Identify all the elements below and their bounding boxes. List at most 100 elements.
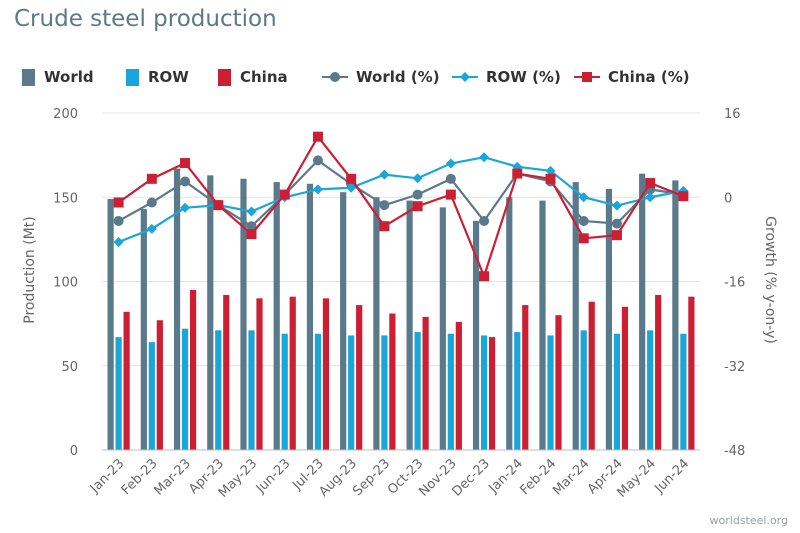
bar-world-may-23 [240, 178, 247, 450]
y2-tick-label: -32 [724, 360, 745, 375]
x-tick-label: Dec-23 [449, 456, 492, 499]
bar-china-dec-23 [488, 337, 496, 450]
y2-tick-label: -16 [724, 276, 745, 291]
bar-china-apr-23 [223, 294, 230, 450]
bar-row-aug-23 [348, 335, 355, 450]
legend-label: China [240, 68, 288, 86]
bar-china-mar-23 [189, 289, 197, 450]
legend-label: World [44, 68, 94, 86]
series-row [113, 152, 689, 248]
y-tick-label: 50 [61, 360, 78, 375]
bar-china-jan-24 [522, 305, 529, 450]
bar-world-aug-23 [340, 192, 347, 450]
y-tick-label: 100 [53, 276, 78, 291]
bar-world-jan-23 [107, 198, 114, 450]
bar-row-may-24 [647, 330, 654, 450]
y2-tick-label: 0 [724, 191, 732, 206]
marker-world-jan-23 [113, 215, 124, 226]
marker-china-mar-24 [578, 233, 589, 244]
legend-item-row[interactable]: ROW (%) [452, 64, 561, 90]
legend-item-row[interactable]: ROW [126, 64, 189, 90]
marker-world-apr-24 [611, 218, 622, 229]
marker-world-mar-23 [180, 176, 191, 187]
bar-row-dec-23 [480, 335, 488, 450]
marker-world-jul-23 [312, 155, 323, 166]
legend-swatch [574, 72, 600, 82]
series-row [115, 328, 687, 450]
marker-row-may-24 [645, 192, 656, 203]
marker-row-feb-24 [545, 165, 556, 176]
bar-row-jan-23 [115, 337, 122, 450]
bar-china-jan-23 [123, 311, 130, 450]
marker-china-apr-23 [213, 200, 224, 211]
x-tick-label: Jun-24 [652, 456, 693, 497]
bar-row-jun-24 [680, 333, 687, 450]
y-tick-label: 200 [53, 107, 78, 122]
marker-china-jun-24 [678, 191, 689, 202]
marker-china-aug-23 [346, 173, 357, 184]
x-axis: Jan-23Feb-23Mar-23Apr-23May-23Jun-23Jul-… [87, 456, 692, 500]
legend-item-world[interactable]: World (%) [322, 64, 440, 90]
bar-row-oct-23 [414, 332, 421, 450]
marker-china-nov-23 [445, 189, 456, 200]
marker-row-may-23 [246, 206, 257, 217]
series-china [123, 289, 695, 450]
line-china [117, 134, 684, 280]
bar-china-oct-23 [422, 316, 429, 450]
marker-row-aug-23 [346, 182, 357, 193]
marker-china-sep-23 [379, 221, 390, 232]
y2-tick-label: -48 [724, 444, 745, 459]
bar-china-jun-24 [688, 296, 695, 450]
marker-china-feb-23 [146, 173, 157, 184]
bar-world-feb-23 [140, 209, 147, 450]
marker-china-apr-24 [611, 230, 622, 241]
marker-china-jun-23 [279, 189, 290, 200]
marker-row-mar-23 [180, 202, 191, 213]
marker-row-sep-23 [379, 169, 390, 180]
y-tick-label: 0 [70, 444, 78, 459]
marker-china-feb-24 [545, 173, 556, 184]
y2-tick-label: 16 [724, 107, 741, 122]
bar-row-jan-24 [514, 332, 521, 450]
bar-world-apr-23 [207, 175, 214, 450]
legend-item-china[interactable]: China (%) [574, 64, 690, 90]
bar-china-mar-24 [588, 301, 595, 450]
x-tick-label: Sep-23 [350, 456, 393, 499]
y-axis-left: 0 50 100 150 200 [53, 107, 78, 459]
bar-china-feb-24 [555, 315, 562, 450]
bars [107, 168, 695, 451]
marker-row-mar-24 [578, 192, 589, 203]
legend-item-china[interactable]: China [218, 64, 288, 90]
marker-china-jan-24 [512, 168, 523, 179]
bar-world-dec-23 [472, 220, 480, 450]
bar-china-jun-23 [289, 296, 296, 450]
legend-swatch [452, 72, 478, 82]
legend-item-world[interactable]: World [22, 64, 94, 90]
bar-china-may-24 [655, 294, 662, 450]
y2-axis-title: Growth (% y-on-y) [762, 216, 778, 344]
bar-world-jun-23 [273, 182, 280, 450]
legend-label: World (%) [356, 68, 440, 86]
marker-world-mar-24 [578, 215, 589, 226]
bar-row-feb-23 [148, 342, 155, 450]
bar-china-apr-24 [621, 306, 629, 450]
bar-row-apr-23 [215, 330, 222, 450]
y-axis-title: Production (Mt) [22, 216, 38, 323]
legend-swatch [126, 68, 139, 86]
bar-china-sep-23 [389, 313, 396, 450]
legend-label: ROW [148, 68, 189, 86]
bar-row-jul-23 [314, 333, 322, 450]
marker-china-may-23 [246, 229, 257, 240]
marker-row-dec-23 [479, 152, 490, 163]
bar-world-feb-24 [539, 200, 546, 450]
bar-row-mar-24 [580, 330, 587, 450]
marker-china-mar-23 [180, 158, 191, 169]
bar-row-sep-23 [381, 335, 388, 450]
marker-row-feb-23 [146, 223, 157, 234]
bar-row-nov-23 [447, 333, 454, 450]
marker-row-nov-23 [445, 158, 456, 169]
bar-row-mar-23 [181, 328, 189, 450]
bar-world-jul-23 [306, 183, 314, 450]
bar-china-aug-23 [356, 305, 363, 450]
